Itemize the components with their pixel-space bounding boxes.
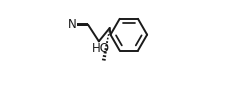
- Text: N: N: [68, 18, 77, 31]
- Text: HO: HO: [91, 42, 109, 55]
